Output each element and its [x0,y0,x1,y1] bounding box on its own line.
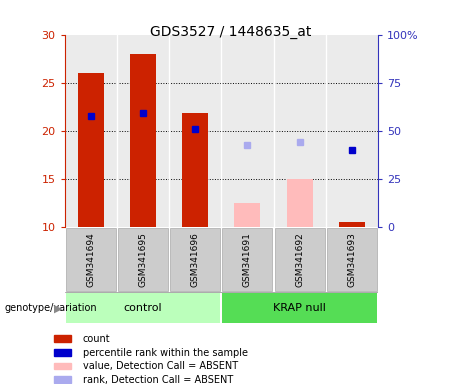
Bar [222,228,272,291]
Text: GSM341694: GSM341694 [86,232,95,286]
Text: ▶: ▶ [54,303,63,313]
Bar [54,363,71,369]
Bar [287,179,313,227]
Text: GDS3527 / 1448635_at: GDS3527 / 1448635_at [150,25,311,39]
Bar [222,293,377,323]
Bar [54,349,71,356]
Bar [234,203,260,227]
Bar [77,73,104,227]
Text: GSM341693: GSM341693 [348,232,356,286]
Text: GSM341691: GSM341691 [243,232,252,286]
Text: KRAP null: KRAP null [273,303,326,313]
Text: GSM341695: GSM341695 [138,232,148,286]
Bar [130,54,156,227]
Text: rank, Detection Call = ABSENT: rank, Detection Call = ABSENT [83,374,233,384]
Bar [65,228,116,291]
Bar [170,228,220,291]
Text: GSM341696: GSM341696 [191,232,200,286]
Text: GSM341692: GSM341692 [295,232,304,286]
Text: count: count [83,334,110,344]
Text: genotype/variation: genotype/variation [5,303,97,313]
Text: control: control [124,303,162,313]
Bar [182,113,208,227]
Text: percentile rank within the sample: percentile rank within the sample [83,348,248,358]
Bar [327,228,377,291]
Bar [54,376,71,383]
Bar [54,335,71,342]
Bar [118,228,168,291]
Bar [275,228,325,291]
Bar [65,293,220,323]
Bar [339,222,365,227]
Text: value, Detection Call = ABSENT: value, Detection Call = ABSENT [83,361,238,371]
